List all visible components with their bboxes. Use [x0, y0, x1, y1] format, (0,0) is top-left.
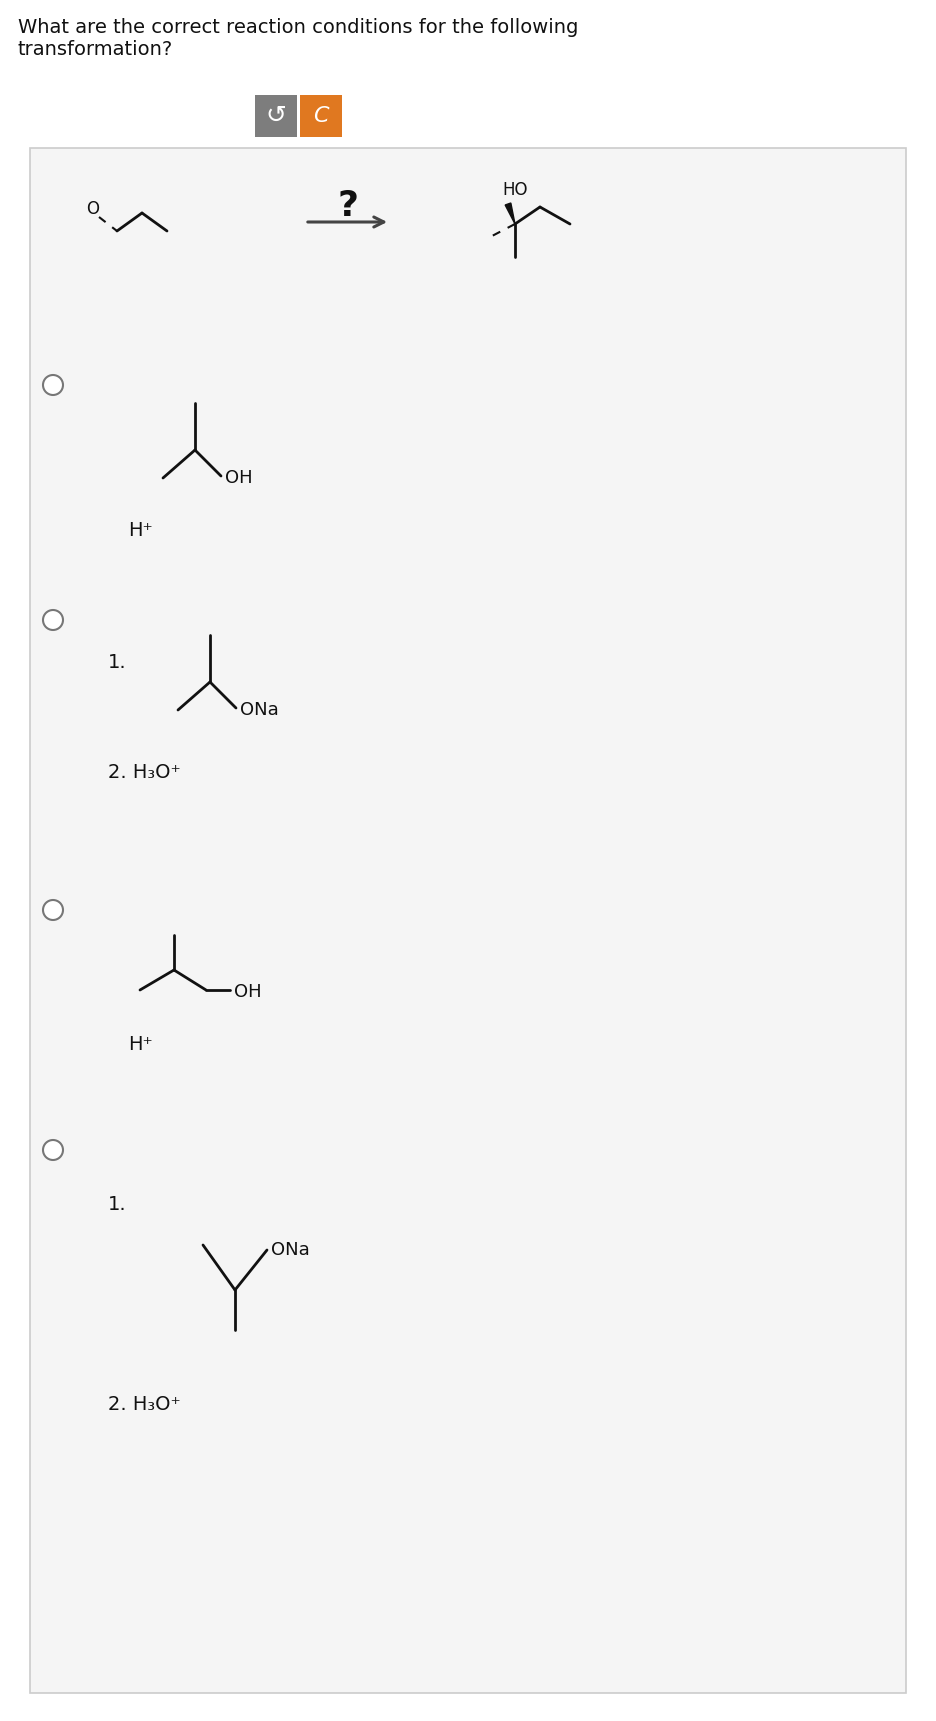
Bar: [30, 148, 906, 1693]
Text: O: O: [86, 200, 99, 219]
Text: ?: ?: [337, 189, 358, 224]
Bar: [255, 95, 297, 138]
Bar: [300, 95, 342, 138]
Circle shape: [43, 1139, 63, 1160]
Text: What are the correct reaction conditions for the following
transformation?: What are the correct reaction conditions…: [18, 17, 578, 59]
Text: 2. H₃O⁺: 2. H₃O⁺: [108, 1396, 181, 1415]
Text: C: C: [314, 107, 329, 126]
Text: ONa: ONa: [240, 700, 279, 719]
Text: 1.: 1.: [108, 652, 126, 671]
Circle shape: [43, 375, 63, 396]
Text: ↺: ↺: [266, 103, 286, 127]
Text: 2. H₃O⁺: 2. H₃O⁺: [108, 762, 181, 781]
Text: ONa: ONa: [271, 1241, 310, 1260]
Text: OH: OH: [225, 470, 253, 487]
Circle shape: [43, 900, 63, 921]
Polygon shape: [505, 203, 515, 224]
Text: H⁺: H⁺: [128, 1036, 153, 1055]
Text: 1.: 1.: [108, 1196, 126, 1215]
Text: OH: OH: [234, 983, 262, 1002]
Text: H⁺: H⁺: [128, 520, 153, 539]
Text: HO: HO: [502, 181, 528, 200]
Circle shape: [43, 609, 63, 630]
